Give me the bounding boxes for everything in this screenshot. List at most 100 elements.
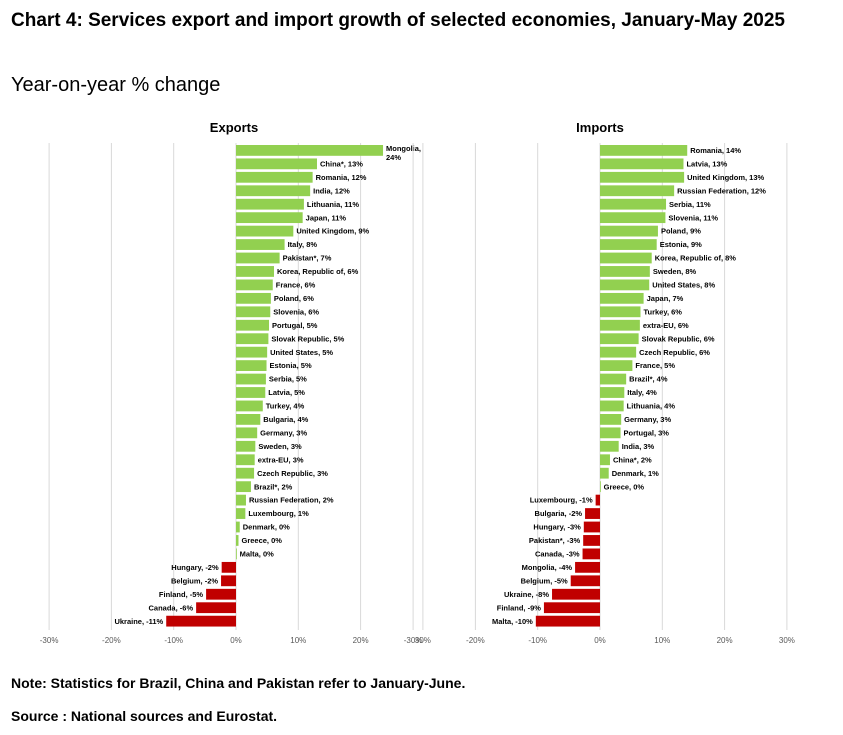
exports-bar (236, 319, 270, 331)
imports-tick-label: 10% (654, 636, 670, 645)
imports-data-label: Ukraine, -8% (504, 590, 549, 599)
exports-data-label: Czech Republic, 3% (257, 469, 328, 478)
exports-bar (236, 292, 271, 304)
exports-bar (236, 225, 294, 237)
exports-bar (236, 239, 285, 250)
imports-data-label: Malta, -10% (492, 617, 533, 626)
exports-bar (236, 427, 258, 439)
imports-tick-label: -30% (404, 636, 423, 645)
exports-bar (236, 185, 311, 197)
exports-bar (236, 440, 256, 452)
imports-tick-label: -20% (466, 636, 485, 645)
exports-bar (236, 414, 261, 425)
charts-svg: Exports -30% -20% -10% 0% 10% 20% 30% Mongolia,… (40, 120, 795, 645)
exports-data-label: Lithuania, 11% (307, 200, 359, 209)
imports-data-label: Luxembourg, -1% (530, 496, 593, 505)
imports-data-label: United States, 8% (652, 281, 715, 290)
imports-data-label: Czech Republic, 6% (639, 348, 710, 357)
exports-bar (236, 198, 304, 210)
exports-data-label: Italy, 8% (288, 240, 318, 249)
imports-data-label: Lithuania, 4% (627, 402, 676, 411)
imports-bar (600, 414, 622, 425)
exports-data-label: United States, 5% (270, 348, 333, 357)
exports-data-label: Slovenia, 6% (273, 307, 319, 316)
exports-bar (236, 467, 255, 479)
exports-data-label: Malta, 0% (240, 550, 275, 559)
imports-tick-label: 0% (594, 636, 606, 645)
exports-data-label: Slovak Republic, 5% (271, 334, 344, 343)
imports-data-label: Estonia, 9% (660, 240, 702, 249)
exports-data-label: Greece, 0% (241, 536, 282, 545)
exports-data-label: Pakistan*, 7% (283, 254, 332, 263)
imports-bar (552, 588, 600, 600)
imports-data-label: Germany, 3% (624, 415, 671, 424)
imports-bar (600, 171, 685, 183)
imports-bar (600, 158, 684, 170)
exports-bar (196, 602, 236, 614)
imports-data-label: Korea, Republic of, 8% (655, 254, 737, 263)
imports-bar (583, 521, 600, 533)
exports-bar (236, 548, 237, 560)
imports-data-label: Denmark, 1% (612, 469, 659, 478)
exports-data-label: Germany, 3% (260, 428, 307, 437)
imports-bar (600, 440, 619, 452)
exports-bar (236, 360, 267, 371)
exports-data-label: Portugal, 5% (272, 321, 318, 330)
exports-data-label: Poland, 6% (274, 294, 314, 303)
exports-data-label: Serbia, 5% (269, 375, 307, 384)
imports-bar (600, 467, 609, 479)
imports-bar (600, 306, 641, 318)
exports-bar (236, 387, 266, 398)
exports-tick-label: 0% (230, 636, 242, 645)
exports-bar (236, 145, 384, 156)
imports-data-label: Portugal, 3% (624, 428, 670, 437)
imports-data-label: extra-EU, 6% (643, 321, 689, 330)
imports-data-label: Serbia, 11% (669, 200, 711, 209)
imports-data-label: Finland, -9% (497, 603, 542, 612)
exports-data-label: Russian Federation, 2% (249, 496, 334, 505)
exports-data-label: China*, 13% (320, 159, 363, 168)
imports-bar (600, 292, 644, 304)
exports-bar (236, 306, 271, 318)
imports-bar (582, 548, 600, 560)
imports-tick-label: 30% (779, 636, 795, 645)
exports-tick-label: -20% (102, 636, 121, 645)
exports-bar (236, 481, 251, 493)
imports-bar (600, 252, 652, 264)
imports-bar (600, 225, 658, 237)
imports-data-label: United Kingdom, 13% (687, 173, 764, 182)
imports-data-label: China*, 2% (613, 455, 652, 464)
exports-title: Exports (210, 120, 258, 135)
exports-data-label: Mongolia, 24% (386, 144, 421, 162)
exports-data-label: Brazil*, 2% (254, 482, 293, 491)
imports-panel: Imports -30% -20% -10% 0% 10% 20% 30% Romania, … (404, 120, 795, 645)
imports-data-label: India, 3% (622, 442, 655, 451)
chart-title: Chart 4: Services export and import grow… (11, 10, 785, 31)
exports-data-label: Japan, 11% (306, 213, 347, 222)
imports-bar (583, 535, 600, 546)
chart-subtitle: Year-on-year % change (11, 74, 221, 96)
exports-bar (236, 212, 303, 224)
imports-data-label: Brazil*, 4% (629, 375, 668, 384)
exports-data-label: Bulgaria, 4% (263, 415, 308, 424)
imports-data-label: Sweden, 8% (653, 267, 697, 276)
imports-data-label: Greece, 0% (604, 482, 645, 491)
exports-bar (236, 279, 273, 291)
exports-tick-label: -30% (40, 636, 59, 645)
imports-bar (600, 346, 637, 358)
exports-bar (236, 373, 266, 385)
imports-data-label: Slovak Republic, 6% (642, 334, 715, 343)
imports-bar (600, 145, 688, 156)
exports-bar (236, 333, 269, 345)
imports-data-label: Poland, 9% (661, 227, 701, 236)
exports-data-label: Turkey, 4% (266, 402, 305, 411)
imports-data-label: Slovenia, 11% (668, 213, 718, 222)
imports-bar (600, 373, 627, 385)
imports-bar (600, 481, 601, 493)
exports-data-label: Estonia, 5% (270, 361, 312, 370)
imports-bar (600, 427, 621, 439)
exports-data-label: Latvia, 5% (268, 388, 305, 397)
imports-data-label: Italy, 4% (627, 388, 657, 397)
imports-bar (600, 198, 667, 210)
exports-data-label: extra-EU, 3% (258, 455, 304, 464)
